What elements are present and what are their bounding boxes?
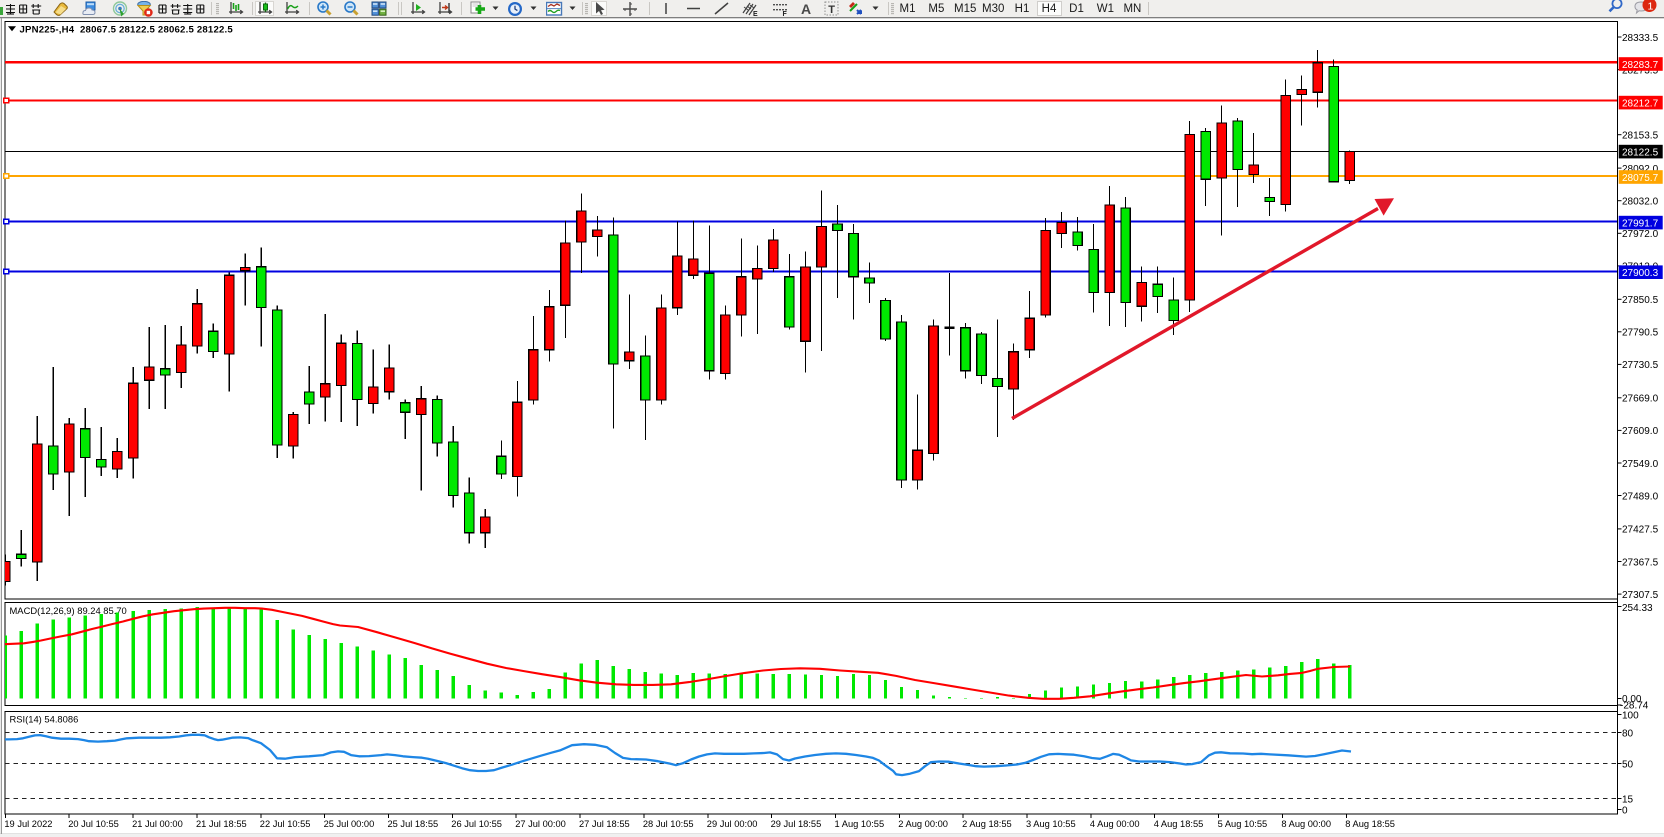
svg-text:27427.5: 27427.5 xyxy=(1622,525,1659,536)
svg-text:27730.5: 27730.5 xyxy=(1622,360,1659,371)
svg-text:28212.7: 28212.7 xyxy=(1622,98,1659,109)
svg-text:28075.7: 28075.7 xyxy=(1622,173,1659,184)
svg-text:29 Jul 00:00: 29 Jul 00:00 xyxy=(707,819,758,829)
svg-text:254.33: 254.33 xyxy=(1622,603,1653,614)
svg-text:28 Jul 10:55: 28 Jul 10:55 xyxy=(643,819,694,829)
svg-text:28333.5: 28333.5 xyxy=(1622,33,1659,44)
svg-text:80: 80 xyxy=(1622,728,1634,739)
svg-text:27900.3: 27900.3 xyxy=(1622,268,1659,279)
svg-text:15: 15 xyxy=(1622,794,1634,805)
svg-text:19 Jul 2022: 19 Jul 2022 xyxy=(4,819,52,829)
svg-text:27991.7: 27991.7 xyxy=(1622,218,1659,229)
svg-text:1: 1 xyxy=(1648,1,1654,13)
svg-text:28273.5: 28273.5 xyxy=(1622,65,1659,76)
svg-text:-28.74: -28.74 xyxy=(1620,701,1649,712)
svg-text:F: F xyxy=(783,11,788,18)
svg-text:1 Aug 10:55: 1 Aug 10:55 xyxy=(835,819,885,829)
svg-text:27609.0: 27609.0 xyxy=(1622,426,1659,437)
svg-text:0.00: 0.00 xyxy=(1622,694,1642,705)
svg-text:25 Jul 00:00: 25 Jul 00:00 xyxy=(324,819,375,829)
svg-text:2 Aug 00:00: 2 Aug 00:00 xyxy=(898,819,948,829)
svg-text:5 Aug 10:55: 5 Aug 10:55 xyxy=(1218,819,1268,829)
svg-text:28283.7: 28283.7 xyxy=(1622,60,1659,71)
svg-text:4 Aug 18:55: 4 Aug 18:55 xyxy=(1154,819,1204,829)
svg-text:27790.5: 27790.5 xyxy=(1622,328,1659,339)
svg-text:8 Aug 00:00: 8 Aug 00:00 xyxy=(1281,819,1331,829)
svg-text:50: 50 xyxy=(1622,759,1634,770)
svg-text:3 Aug 10:55: 3 Aug 10:55 xyxy=(1026,819,1076,829)
svg-text:27 Jul 18:55: 27 Jul 18:55 xyxy=(579,819,630,829)
svg-text:JPN225-,H4 28067.5 28122.5 28: JPN225-,H4 28067.5 28122.5 28062.5 28122… xyxy=(20,25,234,36)
svg-text:4 Aug 00:00: 4 Aug 00:00 xyxy=(1090,819,1140,829)
svg-text:27549.0: 27549.0 xyxy=(1622,459,1659,470)
svg-text:28032.0: 28032.0 xyxy=(1622,197,1659,208)
svg-text:28092.0: 28092.0 xyxy=(1622,164,1659,175)
svg-text:27367.5: 27367.5 xyxy=(1622,557,1659,568)
svg-text:0: 0 xyxy=(1622,805,1628,816)
svg-text:T: T xyxy=(828,4,835,16)
svg-text:RSI(14) 54.8086: RSI(14) 54.8086 xyxy=(10,714,79,725)
svg-text:27972.0: 27972.0 xyxy=(1622,229,1659,240)
svg-text:8 Aug 18:55: 8 Aug 18:55 xyxy=(1345,819,1395,829)
svg-text:28122.5: 28122.5 xyxy=(1622,147,1659,158)
svg-text:20 Jul 10:55: 20 Jul 10:55 xyxy=(68,819,119,829)
svg-text:28153.5: 28153.5 xyxy=(1622,131,1659,142)
svg-text:29 Jul 18:55: 29 Jul 18:55 xyxy=(771,819,822,829)
svg-text:E: E xyxy=(753,11,758,18)
svg-text:27489.0: 27489.0 xyxy=(1622,491,1659,502)
svg-text:21 Jul 18:55: 21 Jul 18:55 xyxy=(196,819,247,829)
svg-text:2 Aug 18:55: 2 Aug 18:55 xyxy=(962,819,1012,829)
svg-text:26 Jul 10:55: 26 Jul 10:55 xyxy=(451,819,502,829)
svg-text:MACD(12,26,9) 89.24 85.70: MACD(12,26,9) 89.24 85.70 xyxy=(10,605,127,616)
svg-text:27850.5: 27850.5 xyxy=(1622,295,1659,306)
svg-text:27 Jul 00:00: 27 Jul 00:00 xyxy=(515,819,566,829)
svg-text:27669.0: 27669.0 xyxy=(1622,394,1659,405)
svg-text:27307.5: 27307.5 xyxy=(1622,590,1659,601)
svg-text:22 Jul 10:55: 22 Jul 10:55 xyxy=(260,819,311,829)
svg-text:100: 100 xyxy=(1622,710,1639,721)
svg-text:25 Jul 18:55: 25 Jul 18:55 xyxy=(388,819,439,829)
svg-text:21 Jul 00:00: 21 Jul 00:00 xyxy=(132,819,183,829)
